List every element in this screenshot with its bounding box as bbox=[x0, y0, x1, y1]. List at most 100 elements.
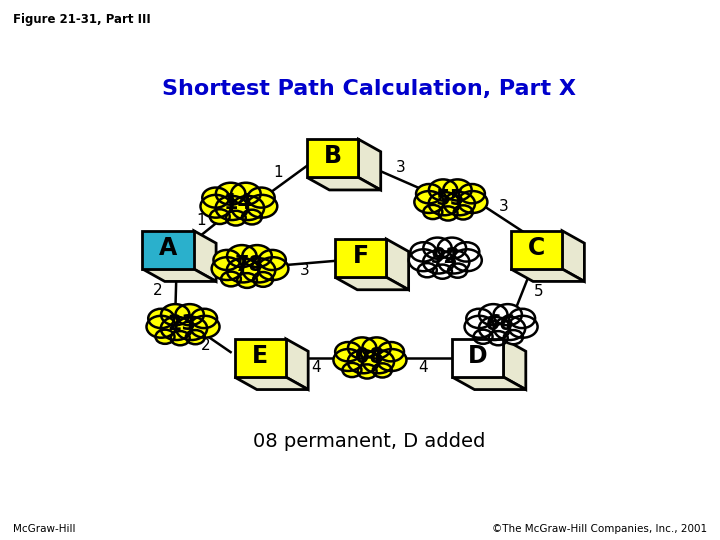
Circle shape bbox=[362, 338, 391, 359]
Circle shape bbox=[429, 179, 457, 200]
Circle shape bbox=[258, 257, 289, 280]
Text: 3: 3 bbox=[395, 160, 405, 175]
Circle shape bbox=[438, 250, 469, 273]
Circle shape bbox=[231, 183, 261, 205]
Text: 08: 08 bbox=[354, 347, 384, 367]
Circle shape bbox=[423, 250, 454, 273]
Text: 3: 3 bbox=[300, 263, 309, 278]
Circle shape bbox=[508, 316, 538, 338]
Circle shape bbox=[493, 304, 522, 325]
Circle shape bbox=[335, 342, 361, 361]
Circle shape bbox=[373, 363, 392, 377]
Circle shape bbox=[423, 205, 442, 219]
Text: E: E bbox=[252, 344, 269, 368]
Circle shape bbox=[333, 349, 363, 371]
Circle shape bbox=[459, 184, 485, 204]
Circle shape bbox=[248, 187, 274, 208]
Polygon shape bbox=[359, 139, 381, 190]
Circle shape bbox=[148, 309, 174, 328]
Circle shape bbox=[247, 195, 277, 218]
Text: C: C bbox=[528, 236, 545, 260]
Text: A: A bbox=[159, 236, 177, 260]
Circle shape bbox=[243, 258, 275, 282]
Polygon shape bbox=[286, 339, 308, 389]
Text: 1: 1 bbox=[197, 213, 207, 228]
Text: McGraw-Hill: McGraw-Hill bbox=[13, 523, 76, 534]
Circle shape bbox=[452, 249, 482, 271]
Text: 4: 4 bbox=[418, 360, 428, 375]
Polygon shape bbox=[510, 269, 585, 281]
Circle shape bbox=[210, 210, 230, 224]
Text: 5: 5 bbox=[534, 284, 544, 299]
Circle shape bbox=[146, 316, 176, 338]
Circle shape bbox=[190, 316, 220, 338]
Circle shape bbox=[232, 196, 264, 220]
Circle shape bbox=[378, 342, 404, 361]
Text: 92: 92 bbox=[430, 247, 459, 267]
Text: Shortest Path Calculation, Part X: Shortest Path Calculation, Part X bbox=[162, 79, 576, 99]
Circle shape bbox=[348, 350, 379, 373]
Circle shape bbox=[202, 187, 229, 208]
Circle shape bbox=[454, 242, 480, 261]
Circle shape bbox=[428, 192, 460, 215]
Circle shape bbox=[343, 363, 361, 377]
Text: D: D bbox=[468, 344, 487, 368]
Circle shape bbox=[363, 350, 394, 373]
Circle shape bbox=[253, 272, 273, 287]
Polygon shape bbox=[335, 277, 409, 290]
Polygon shape bbox=[307, 178, 381, 190]
Circle shape bbox=[227, 245, 256, 267]
Circle shape bbox=[418, 263, 437, 278]
Text: ©The McGraw-Hill Companies, Inc., 2001: ©The McGraw-Hill Companies, Inc., 2001 bbox=[492, 523, 707, 534]
Circle shape bbox=[409, 249, 438, 271]
Text: 08 permanent, D added: 08 permanent, D added bbox=[253, 431, 485, 450]
Circle shape bbox=[186, 330, 205, 344]
Circle shape bbox=[243, 245, 272, 267]
Circle shape bbox=[489, 331, 508, 345]
Circle shape bbox=[464, 316, 494, 338]
Text: 78: 78 bbox=[235, 255, 264, 275]
Circle shape bbox=[200, 195, 231, 218]
Circle shape bbox=[258, 250, 286, 270]
Polygon shape bbox=[335, 239, 387, 277]
Text: 3: 3 bbox=[499, 199, 509, 214]
Polygon shape bbox=[143, 269, 216, 281]
Circle shape bbox=[216, 196, 248, 220]
Polygon shape bbox=[510, 231, 562, 269]
Text: B: B bbox=[324, 144, 342, 168]
Polygon shape bbox=[387, 239, 409, 290]
Circle shape bbox=[438, 238, 466, 259]
Circle shape bbox=[161, 317, 192, 340]
Circle shape bbox=[479, 304, 508, 325]
Text: 23: 23 bbox=[168, 314, 197, 334]
Circle shape bbox=[176, 317, 207, 340]
Circle shape bbox=[448, 264, 467, 278]
Text: 4: 4 bbox=[312, 360, 321, 375]
Circle shape bbox=[509, 309, 535, 328]
Polygon shape bbox=[562, 231, 585, 281]
Circle shape bbox=[212, 257, 242, 280]
Circle shape bbox=[479, 317, 510, 340]
Circle shape bbox=[176, 304, 204, 325]
Circle shape bbox=[156, 329, 174, 344]
Circle shape bbox=[458, 191, 487, 213]
Text: 3: 3 bbox=[201, 260, 211, 275]
Circle shape bbox=[410, 242, 436, 261]
Circle shape bbox=[433, 265, 452, 279]
Circle shape bbox=[242, 210, 262, 225]
Circle shape bbox=[171, 331, 189, 345]
Circle shape bbox=[414, 191, 444, 213]
Text: 55: 55 bbox=[436, 189, 464, 209]
Circle shape bbox=[221, 272, 241, 286]
Polygon shape bbox=[503, 339, 526, 389]
Circle shape bbox=[237, 273, 257, 288]
Circle shape bbox=[416, 184, 442, 204]
Polygon shape bbox=[235, 339, 286, 377]
Circle shape bbox=[454, 205, 473, 219]
Text: Figure 21-31, Part III: Figure 21-31, Part III bbox=[13, 14, 150, 26]
Circle shape bbox=[444, 179, 472, 200]
Polygon shape bbox=[194, 231, 216, 281]
Text: 2: 2 bbox=[153, 282, 163, 298]
Text: 66: 66 bbox=[485, 314, 515, 334]
Polygon shape bbox=[307, 139, 359, 178]
